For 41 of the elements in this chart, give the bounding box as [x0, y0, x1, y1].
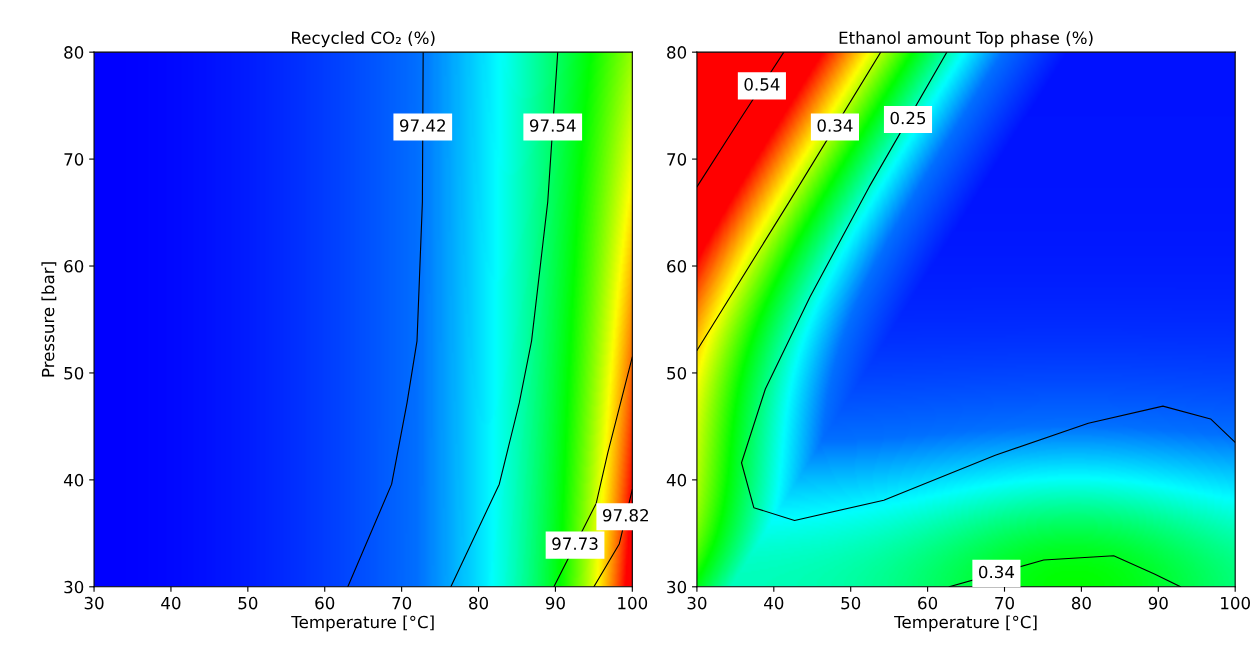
- series-label: 97.42: [399, 119, 445, 132]
- x-tick-label: 40: [161, 596, 181, 610]
- x-axis-title: Temperature [°C]: [291, 615, 434, 632]
- series-label: 0.34: [978, 565, 1015, 579]
- x-tick-label: 80: [469, 596, 489, 610]
- x-tick-label: 30: [687, 596, 707, 610]
- y-tick-label: 30: [667, 580, 687, 594]
- y-tick-label: 60: [667, 259, 687, 273]
- y-tick-label: 50: [64, 366, 84, 380]
- x-tick-label: 80: [1071, 596, 1091, 610]
- chart-title: Ethanol amount Top phase (%): [839, 31, 1093, 48]
- series-label: 97.54: [529, 119, 576, 132]
- x-tick-label: 90: [545, 596, 565, 610]
- chart-title: Recycled CO₂ (%): [292, 31, 435, 48]
- y-tick-label: 70: [667, 153, 687, 166]
- x-tick-label: 50: [238, 596, 258, 610]
- series-label: 0.25: [890, 111, 926, 125]
- x-axis-title: Temperature [°C]: [894, 615, 1037, 632]
- x-tick-label: 30: [84, 596, 104, 610]
- series-label: 97.82: [602, 508, 648, 522]
- x-tick-label: 100: [618, 596, 648, 610]
- y-tick-label: 80: [667, 46, 687, 59]
- x-tick-label: 50: [841, 596, 861, 610]
- x-tick-label: 40: [764, 596, 784, 610]
- x-tick-label: 100: [1221, 596, 1250, 610]
- y-tick-label: 30: [64, 580, 84, 594]
- x-tick-label: 60: [918, 596, 938, 610]
- x-tick-label: 70: [995, 596, 1014, 610]
- x-tick-label: 60: [315, 596, 335, 610]
- y-tick-label: 80: [64, 46, 84, 59]
- y-tick-label: 70: [64, 153, 84, 166]
- series-label: 0.54: [744, 78, 780, 91]
- y-tick-label: 60: [64, 259, 84, 273]
- x-tick-label: 90: [1148, 596, 1168, 610]
- y-tick-label: 40: [666, 473, 687, 487]
- series-label: 97.73: [552, 537, 598, 550]
- x-tick-label: 70: [392, 596, 412, 610]
- y-tick-label: 50: [667, 366, 687, 380]
- y-tick-label: 40: [63, 473, 84, 487]
- series-label: 0.34: [817, 119, 853, 132]
- y-axis-title: Pressure [bar]: [41, 262, 57, 377]
